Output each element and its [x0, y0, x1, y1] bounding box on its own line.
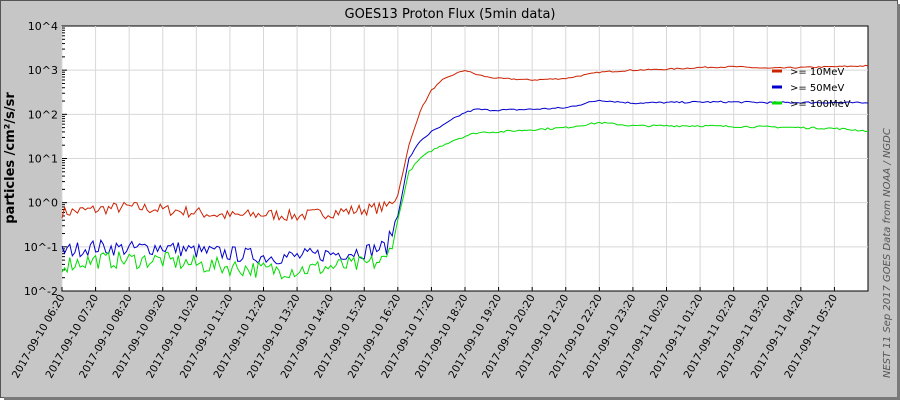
frame-shadow-bottom	[4, 397, 900, 400]
y-tick-label: 10^0	[28, 197, 58, 210]
legend: >= 10MeV >= 50MeV >= 100MeV	[772, 67, 851, 110]
data-series	[61, 64, 869, 280]
legend-label: >= 50MeV	[790, 83, 844, 94]
y-axis-label: particles /cm²/s/sr	[3, 92, 18, 224]
legend-label: >= 10MeV	[790, 67, 844, 78]
y-axis-ticks: 10^4 10^3 10^2 10^1 10^0 10^-1 10^-2	[24, 20, 67, 298]
chart-title: GOES13 Proton Flux (5min data)	[345, 7, 556, 22]
grid-lines	[61, 26, 868, 291]
series-line-2	[61, 99, 869, 265]
data-source-note: NEST 11 Sep 2017 GOES Data from NOAA / N…	[882, 128, 893, 378]
y-tick-label: 10^3	[28, 64, 58, 77]
y-tick-label: 10^2	[28, 108, 58, 121]
frame-shadow-right	[897, 4, 900, 400]
y-tick-label: 10^4	[28, 20, 58, 33]
y-tick-label: 10^-1	[24, 241, 58, 254]
legend-label: >= 100MeV	[790, 99, 851, 110]
series-line-3	[61, 121, 869, 280]
series-line-1	[61, 64, 869, 222]
y-tick-label: 10^-2	[24, 285, 58, 298]
y-tick-label: 10^1	[28, 153, 58, 166]
